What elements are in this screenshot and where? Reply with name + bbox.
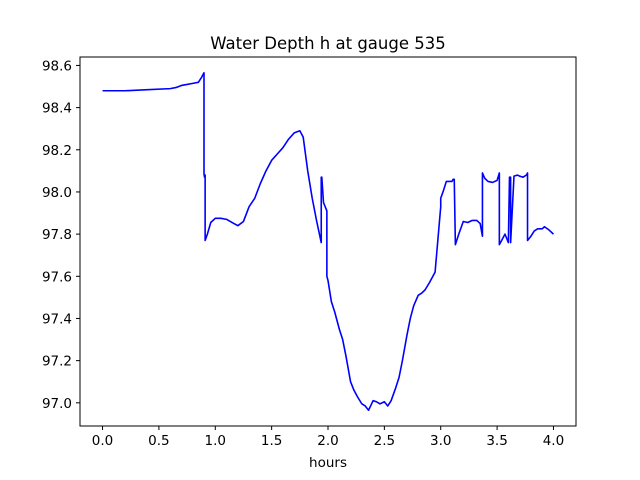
- y-axis: 97.0 97.2 97.4 97.6 97.8 98.0 98.2 98.4 98.6: [42, 58, 80, 412]
- y-tick-label: 98.4: [42, 101, 72, 117]
- x-tick-label: 4.0: [543, 433, 564, 449]
- y-tick-label: 97.0: [42, 396, 72, 412]
- y-tick-label: 98.0: [42, 185, 72, 201]
- y-tick-label: 97.4: [42, 311, 72, 327]
- chart-title: Water Depth h at gauge 535: [210, 34, 445, 53]
- y-tick-label: 98.6: [42, 58, 72, 74]
- x-axis-title: hours: [309, 455, 347, 471]
- series-layer: [102, 72, 554, 411]
- x-tick-label: 2.5: [374, 433, 395, 449]
- x-tick-label: 3.5: [486, 433, 507, 449]
- y-tick-label: 97.2: [42, 354, 72, 370]
- x-tick-label: 0.0: [92, 433, 113, 449]
- x-tick-label: 1.0: [205, 433, 226, 449]
- plot-area: [79, 56, 577, 427]
- x-tick-label: 2.0: [317, 433, 338, 449]
- y-tick-label: 97.8: [42, 227, 72, 243]
- x-tick-label: 3.0: [430, 433, 451, 449]
- x-tick-label: 0.5: [148, 433, 169, 449]
- series-line: [102, 72, 554, 411]
- y-tick-label: 98.2: [42, 143, 72, 159]
- y-tick-label: 97.6: [42, 269, 72, 285]
- x-tick-label: 1.5: [261, 433, 282, 449]
- x-axis: 0.0 0.5 1.0 1.5 2.0 2.5 3.0 3.5 4.0: [92, 426, 564, 449]
